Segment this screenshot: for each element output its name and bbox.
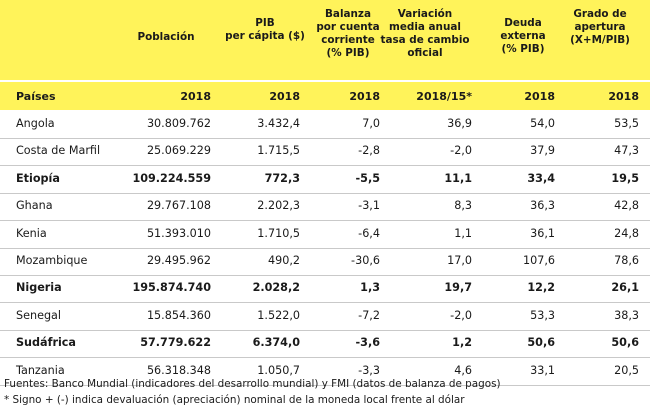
country-name: Mozambique (16, 254, 88, 267)
table-cell: 24,8 (614, 226, 639, 240)
table-cell: 12,2 (527, 281, 555, 295)
table-cell: -3,3 (358, 363, 380, 377)
table-cell: 54,0 (530, 117, 555, 130)
table-cell: 25.069.229 (146, 144, 211, 158)
table-cell: 57.779.622 (140, 336, 211, 350)
table-cell: 1.522,0 (257, 308, 300, 322)
table-cell: 53,3 (530, 308, 555, 322)
year-cell: 2018 (269, 90, 300, 103)
table-row: Mozambique 29.495.962 490,2 -30,6 17,0 107,6 7… (0, 248, 650, 276)
year-cell: 2018 (524, 90, 555, 103)
countries-label: Países (16, 90, 56, 103)
column-header: Variación media anual tasa de cambio ofi… (380, 8, 470, 59)
table-cell: 772,3 (264, 171, 300, 185)
column-header: Población (137, 31, 195, 43)
table-cell: 33,4 (527, 171, 555, 185)
table-cell: 36,9 (447, 117, 472, 130)
table-cell: 78,6 (614, 254, 639, 267)
table-cell: 51.393.010 (146, 226, 211, 240)
footnote-sources: Fuentes: Banco Mundial (indicadores del … (4, 378, 501, 390)
table-cell: 56.318.348 (146, 363, 211, 377)
table-cell: 15.854.360 (146, 308, 211, 322)
table-row: Tanzania 56.318.348 1.050,7 -3,3 4,6 33,1 20,5 (0, 358, 650, 386)
table-cell: 29.495.962 (146, 254, 211, 267)
table-cell: 1,1 (454, 226, 472, 240)
year-cell: 2018 (608, 90, 639, 103)
column-header: Deuda externa (% PIB) (500, 17, 546, 55)
table-cell: 1,2 (452, 336, 472, 350)
column-header: Balanza por cuenta corriente (% PIB) (316, 8, 380, 59)
table-cell: 33,1 (530, 363, 555, 377)
table-row: Kenia 51.393.010 1.710,5 -6,4 1,1 36,1 24,8 (0, 221, 650, 249)
table-cell: 37,9 (530, 144, 555, 158)
table-cell: 1.050,7 (257, 363, 300, 377)
table-cell: 490,2 (267, 254, 300, 267)
table-row: Etiopía 109.224.559 772,3 -5,5 11,1 33,4 19,5 (0, 166, 650, 194)
table-cell: 30.809.762 (146, 117, 211, 130)
country-name: Costa de Marfil (16, 144, 101, 158)
footnote-sign: * Signo + (-) indica devaluación (apreci… (4, 394, 465, 406)
table-cell: 107,6 (522, 254, 555, 267)
table-cell: 17,0 (447, 254, 472, 267)
table-cell: 1.715,5 (257, 144, 300, 158)
table-cell: 47,3 (614, 144, 639, 158)
column-header: PIB per cápita ($) (225, 17, 305, 42)
table-cell: 2.028,2 (252, 281, 300, 295)
country-name: Nigeria (16, 281, 62, 295)
column-header: Grado de apertura (X+M/PIB) (570, 8, 630, 46)
table-cell: 26,1 (611, 281, 639, 295)
table-cell: 3.432,4 (257, 117, 300, 130)
table-cell: -3,1 (358, 199, 380, 213)
table-cell: 50,6 (527, 336, 555, 350)
table-row: Senegal 15.854.360 1.522,0 -7,2 -2,0 53,3 38,3 (0, 303, 650, 331)
table-cell: -5,5 (355, 171, 380, 185)
table-cell: 7,0 (362, 117, 380, 130)
table-cell: 19,5 (611, 171, 639, 185)
table-cell: 6.374,0 (252, 336, 300, 350)
table-cell: 50,6 (611, 336, 639, 350)
year-cell: 2018/15* (416, 90, 472, 103)
table-cell: 11,1 (444, 171, 472, 185)
country-name: Sudáfrica (16, 336, 76, 350)
country-name: Etiopía (16, 171, 60, 185)
table-cell: 4,6 (454, 363, 472, 377)
table-cell: 195.874.740 (132, 281, 211, 295)
table-cell: 36,1 (530, 226, 555, 240)
country-name: Ghana (16, 199, 53, 213)
country-name: Senegal (16, 308, 62, 322)
table-subheader: Países 2018 2018 2018 2018/15* 2018 2018 (0, 82, 650, 110)
table-cell: -6,4 (358, 226, 380, 240)
country-name: Angola (16, 117, 55, 130)
table-cell: 1,3 (360, 281, 380, 295)
year-cell: 2018 (349, 90, 380, 103)
table-cell: 2.202,3 (257, 199, 300, 213)
table-cell: 109.224.559 (132, 171, 211, 185)
table-cell: 19,7 (444, 281, 472, 295)
year-cell: 2018 (180, 90, 211, 103)
table-cell: 38,3 (614, 308, 639, 322)
table-cell: -2,0 (450, 308, 472, 322)
table-header: Población PIB per cápita ($) Balanza por c… (0, 0, 650, 80)
table-cell: -2,0 (450, 144, 472, 158)
table-row: Sudáfrica 57.779.622 6.374,0 -3,6 1,2 50,6 50,… (0, 330, 650, 359)
table-cell: -3,6 (355, 336, 380, 350)
table-row: Costa de Marfil 25.069.229 1.715,5 -2,8 -2,0… (0, 138, 650, 167)
table-cell: 42,8 (614, 199, 639, 213)
table-row: Nigeria 195.874.740 2.028,2 1,3 19,7 12,2 26,1 (0, 275, 650, 304)
table-cell: 36,3 (530, 199, 555, 213)
country-name: Tanzania (16, 363, 65, 377)
table-cell: -30,6 (351, 254, 380, 267)
table-cell: 53,5 (614, 117, 639, 130)
table-cell: 29.767.108 (146, 199, 211, 213)
table-cell: 1.710,5 (257, 226, 300, 240)
table-cell: -2,8 (358, 144, 380, 158)
table-cell: -7,2 (358, 308, 380, 322)
table-cell: 20,5 (614, 363, 639, 377)
table-cell: 8,3 (454, 199, 472, 213)
table-row: Ghana 29.767.108 2.202,3 -3,1 8,3 36,3 42,8 (0, 193, 650, 222)
table-row: Angola 30.809.762 3.432,4 7,0 36,9 54,0 53,5 (0, 111, 650, 139)
country-name: Kenia (16, 226, 47, 240)
